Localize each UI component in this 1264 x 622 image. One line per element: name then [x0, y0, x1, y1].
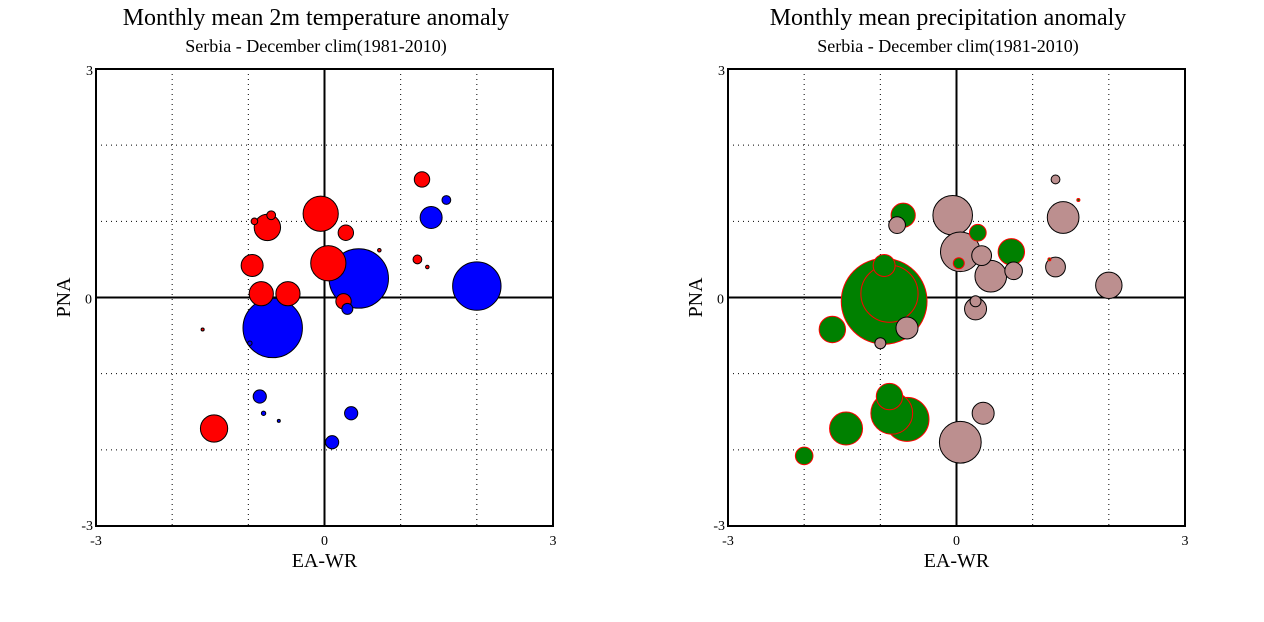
- data-point: [337, 224, 355, 241]
- data-point: [266, 210, 277, 221]
- y-tick-label: -3: [713, 519, 725, 534]
- y-tick-label: -3: [81, 519, 93, 534]
- data-point: [310, 245, 347, 282]
- data-point: [969, 295, 982, 308]
- y-tick-label: 3: [718, 64, 725, 79]
- y-tick-label: 0: [85, 293, 92, 308]
- data-point: [794, 446, 814, 466]
- x-tick-label: -3: [722, 534, 734, 549]
- data-point: [412, 254, 423, 265]
- chart-subtitle: Serbia - December clim(1981-2010): [185, 36, 447, 56]
- chart-subtitle: Serbia - December clim(1981-2010): [817, 36, 1079, 56]
- x-tick-label: 0: [321, 534, 328, 549]
- data-point: [938, 420, 982, 464]
- data-point: [419, 206, 443, 230]
- data-point: [441, 195, 452, 205]
- data-point: [968, 223, 987, 242]
- data-point: [1050, 174, 1061, 185]
- data-point: [260, 410, 267, 416]
- data-point: [818, 315, 847, 344]
- x-tick-label: 3: [550, 534, 557, 549]
- data-point: [829, 411, 864, 446]
- plot-frame: [95, 68, 554, 527]
- data-point: [1045, 256, 1066, 278]
- x-tick-label: 3: [1182, 534, 1189, 549]
- data-point: [1047, 257, 1052, 262]
- data-point: [242, 297, 303, 359]
- data-point: [252, 389, 267, 404]
- data-point: [325, 435, 340, 450]
- data-point: [872, 254, 896, 278]
- x-axis-label: EA-WR: [292, 550, 358, 572]
- data-points: [199, 171, 502, 450]
- chart-title: Monthly mean 2m temperature anomaly: [122, 5, 510, 31]
- y-tick-label: 3: [86, 64, 93, 79]
- y-axis-label: PNA: [53, 277, 75, 318]
- data-point: [888, 216, 906, 235]
- data-point: [250, 217, 259, 226]
- data-point: [276, 418, 281, 423]
- data-point: [1046, 201, 1080, 234]
- data-point: [247, 340, 253, 346]
- data-point: [1095, 271, 1123, 300]
- x-axis-label: EA-WR: [924, 550, 990, 572]
- data-point: [341, 302, 354, 315]
- data-point: [240, 254, 264, 278]
- data-point: [875, 382, 904, 411]
- data-point: [971, 245, 993, 267]
- data-point: [895, 316, 919, 340]
- data-point: [199, 414, 229, 443]
- data-point: [452, 261, 502, 311]
- data-point: [275, 281, 301, 307]
- data-points: [794, 174, 1123, 466]
- data-point: [302, 195, 339, 232]
- plot-frame: [727, 68, 1186, 527]
- data-point: [874, 337, 887, 350]
- data-point: [971, 401, 995, 425]
- y-axis-label: PNA: [685, 277, 707, 318]
- precipitation-chart-panel: Monthly mean precipitation anomaly Serbi…: [632, 0, 1264, 622]
- data-point: [200, 327, 205, 332]
- x-tick-label: -3: [90, 534, 102, 549]
- data-point: [952, 257, 965, 270]
- chart-title: Monthly mean precipitation anomaly: [769, 5, 1127, 31]
- data-point: [248, 281, 274, 307]
- data-point: [413, 171, 431, 188]
- data-point: [1076, 197, 1081, 203]
- data-point: [425, 264, 430, 270]
- data-point: [997, 238, 1026, 266]
- data-point: [377, 248, 382, 253]
- y-tick-label: 0: [717, 293, 724, 308]
- x-tick-label: 0: [953, 534, 960, 549]
- data-point: [1004, 261, 1023, 281]
- data-point: [932, 194, 973, 236]
- temperature-chart-panel: Monthly mean 2m temperature anomaly Serb…: [53, 5, 557, 572]
- data-point: [344, 406, 359, 421]
